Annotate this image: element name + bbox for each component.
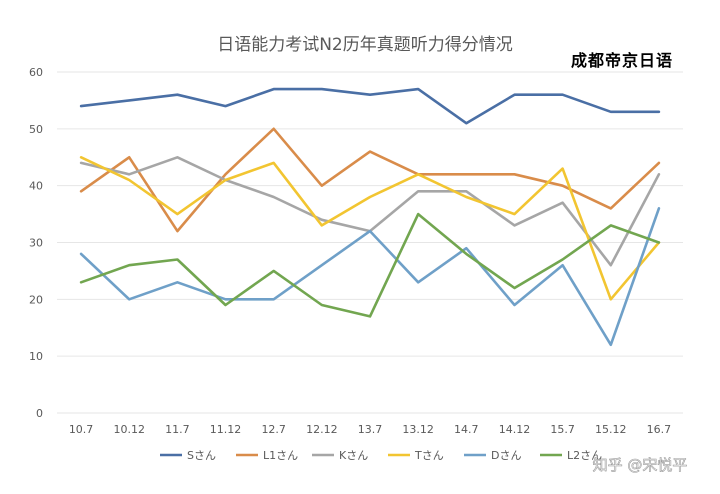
chart-title: 日语能力考试N2历年真题听力得分情况 (217, 35, 513, 55)
y-tick-label: 20 (29, 293, 43, 306)
legend-label: L1さん (263, 449, 298, 462)
x-tick-label: 11.12 (210, 423, 242, 436)
legend-item: Dさん (464, 449, 521, 462)
y-tick-label: 10 (29, 350, 43, 363)
watermark-text: 知乎 @宋悦平 (593, 456, 688, 474)
x-tick-label: 11.7 (165, 423, 190, 436)
x-tick-label: 15.12 (595, 423, 627, 436)
legend-item: L2さん (540, 449, 602, 462)
x-tick-label: 13.7 (358, 423, 383, 436)
legend-label: Sさん (187, 449, 216, 462)
y-axis-ticks: 0 10 20 30 40 50 60 (29, 66, 43, 420)
y-tick-label: 50 (29, 123, 43, 136)
series-lines (79, 87, 661, 347)
series-line-0 (79, 87, 661, 125)
y-tick-label: 0 (36, 407, 43, 420)
series-line-5 (79, 212, 661, 318)
gridlines (57, 71, 683, 414)
y-tick-label: 40 (29, 180, 43, 193)
series-line-3 (79, 156, 661, 301)
x-tick-label: 10.12 (113, 423, 145, 436)
x-tick-label: 10.7 (69, 423, 94, 436)
legend-item: Tさん (388, 449, 444, 462)
legend: Sさん L1さん Kさん Tさん Dさん L2さん (160, 449, 602, 462)
x-axis-ticks: 10.7 10.12 11.7 11.12 12.7 12.12 13.7 13.12 14.7… (69, 423, 671, 436)
legend-label: Dさん (491, 449, 521, 462)
series-line-1 (79, 127, 661, 233)
legend-label: L2さん (567, 449, 602, 462)
y-tick-label: 60 (29, 66, 43, 79)
series-line-2 (79, 156, 661, 267)
legend-item: Sさん (160, 449, 216, 462)
series-line-4 (79, 207, 661, 347)
x-tick-label: 12.7 (261, 423, 286, 436)
brand-label: 成都帝京日语 (571, 51, 673, 70)
legend-item: L1さん (236, 449, 298, 462)
y-tick-label: 30 (29, 237, 43, 250)
x-tick-label: 15.7 (550, 423, 575, 436)
x-tick-label: 14.12 (499, 423, 531, 436)
x-tick-label: 16.7 (647, 423, 672, 436)
x-tick-label: 12.12 (306, 423, 338, 436)
legend-label: Kさん (339, 449, 368, 462)
x-tick-label: 13.12 (402, 423, 434, 436)
legend-item: Kさん (312, 449, 368, 462)
x-tick-label: 14.7 (454, 423, 479, 436)
legend-label: Tさん (414, 449, 444, 462)
